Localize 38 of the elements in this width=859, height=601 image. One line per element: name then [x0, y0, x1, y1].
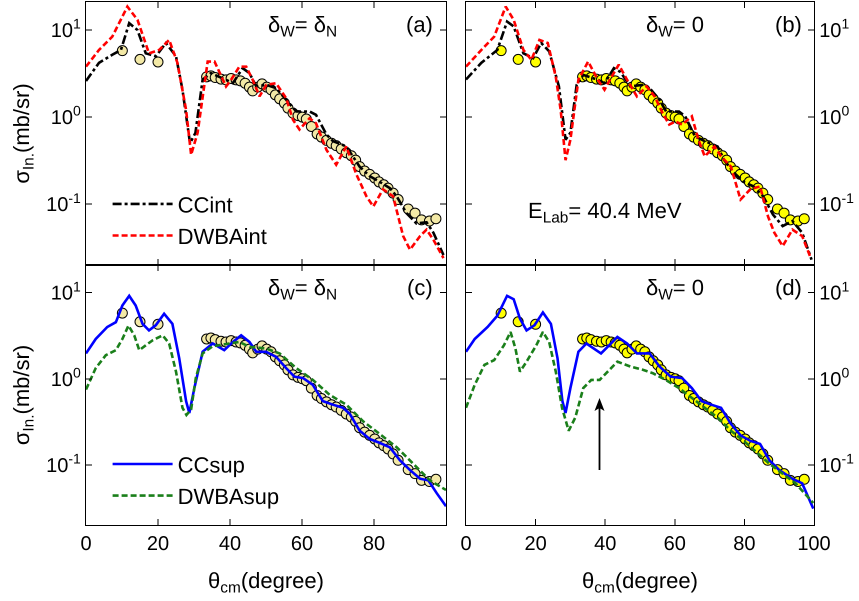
x-axis-title: θ$_{cm}$(degree) — [582, 568, 698, 597]
y-tick-label: 10$^{0}$ — [50, 102, 82, 130]
annotation: E$_{Lab}$= 40.4 MeV — [528, 198, 682, 227]
x-tick-label: 0 — [460, 533, 472, 556]
x-tick-label: 60 — [664, 533, 686, 556]
y-tick-label: 10$^{0}$ — [50, 364, 82, 391]
annotation: (b) — [775, 12, 802, 37]
annotation: δ$_{W}$= δ$_{N}$ — [268, 275, 338, 304]
y-tick-label: 10$^{1}$ — [819, 16, 850, 42]
x-tick-label: 60 — [290, 533, 314, 556]
x-tick-label: 20 — [146, 533, 170, 556]
y-tick-label: 10$^{1}$ — [819, 278, 850, 305]
y-tick-label: 10$^{-1}$ — [46, 450, 82, 477]
x-axis-title: θ$_{cm}$(degree) — [208, 568, 324, 597]
y-tick-label: 10$^{0}$ — [819, 364, 850, 391]
legend-label: CCsup — [178, 452, 245, 478]
annotation: (c) — [407, 275, 433, 300]
y-tick-label: 10$^{1}$ — [50, 16, 82, 42]
legend-label: CCint — [178, 192, 233, 218]
x-tick-label: 80 — [733, 533, 756, 556]
annotation: δ$_{W}$= δ$_{N}$ — [268, 12, 338, 41]
legend-label: DWBAint — [178, 224, 267, 250]
annotation: δ$_{W}$= 0 — [646, 275, 704, 304]
x-tick-label: 20 — [524, 533, 547, 556]
y-tick-label: 10$^{-1}$ — [46, 190, 82, 216]
legend-label: DWBAsup — [178, 484, 280, 510]
annotation: δ$_{W}$= 0 — [646, 12, 704, 41]
y-tick-label: 10$^{1}$ — [50, 278, 82, 305]
x-tick-label: 80 — [362, 533, 386, 556]
y-tick-label: 10$^{-1}$ — [819, 190, 854, 216]
x-tick-label: 40 — [218, 533, 242, 556]
annotation: (a) — [406, 12, 433, 37]
x-tick-label: 40 — [594, 533, 616, 556]
x-tick-label: 100 — [797, 533, 831, 556]
y-tick-label: 10$^{-1}$ — [819, 450, 854, 477]
y-tick-label: 10$^{0}$ — [819, 102, 850, 130]
x-tick-label: 0 — [80, 533, 92, 556]
annotation: (d) — [775, 275, 802, 300]
